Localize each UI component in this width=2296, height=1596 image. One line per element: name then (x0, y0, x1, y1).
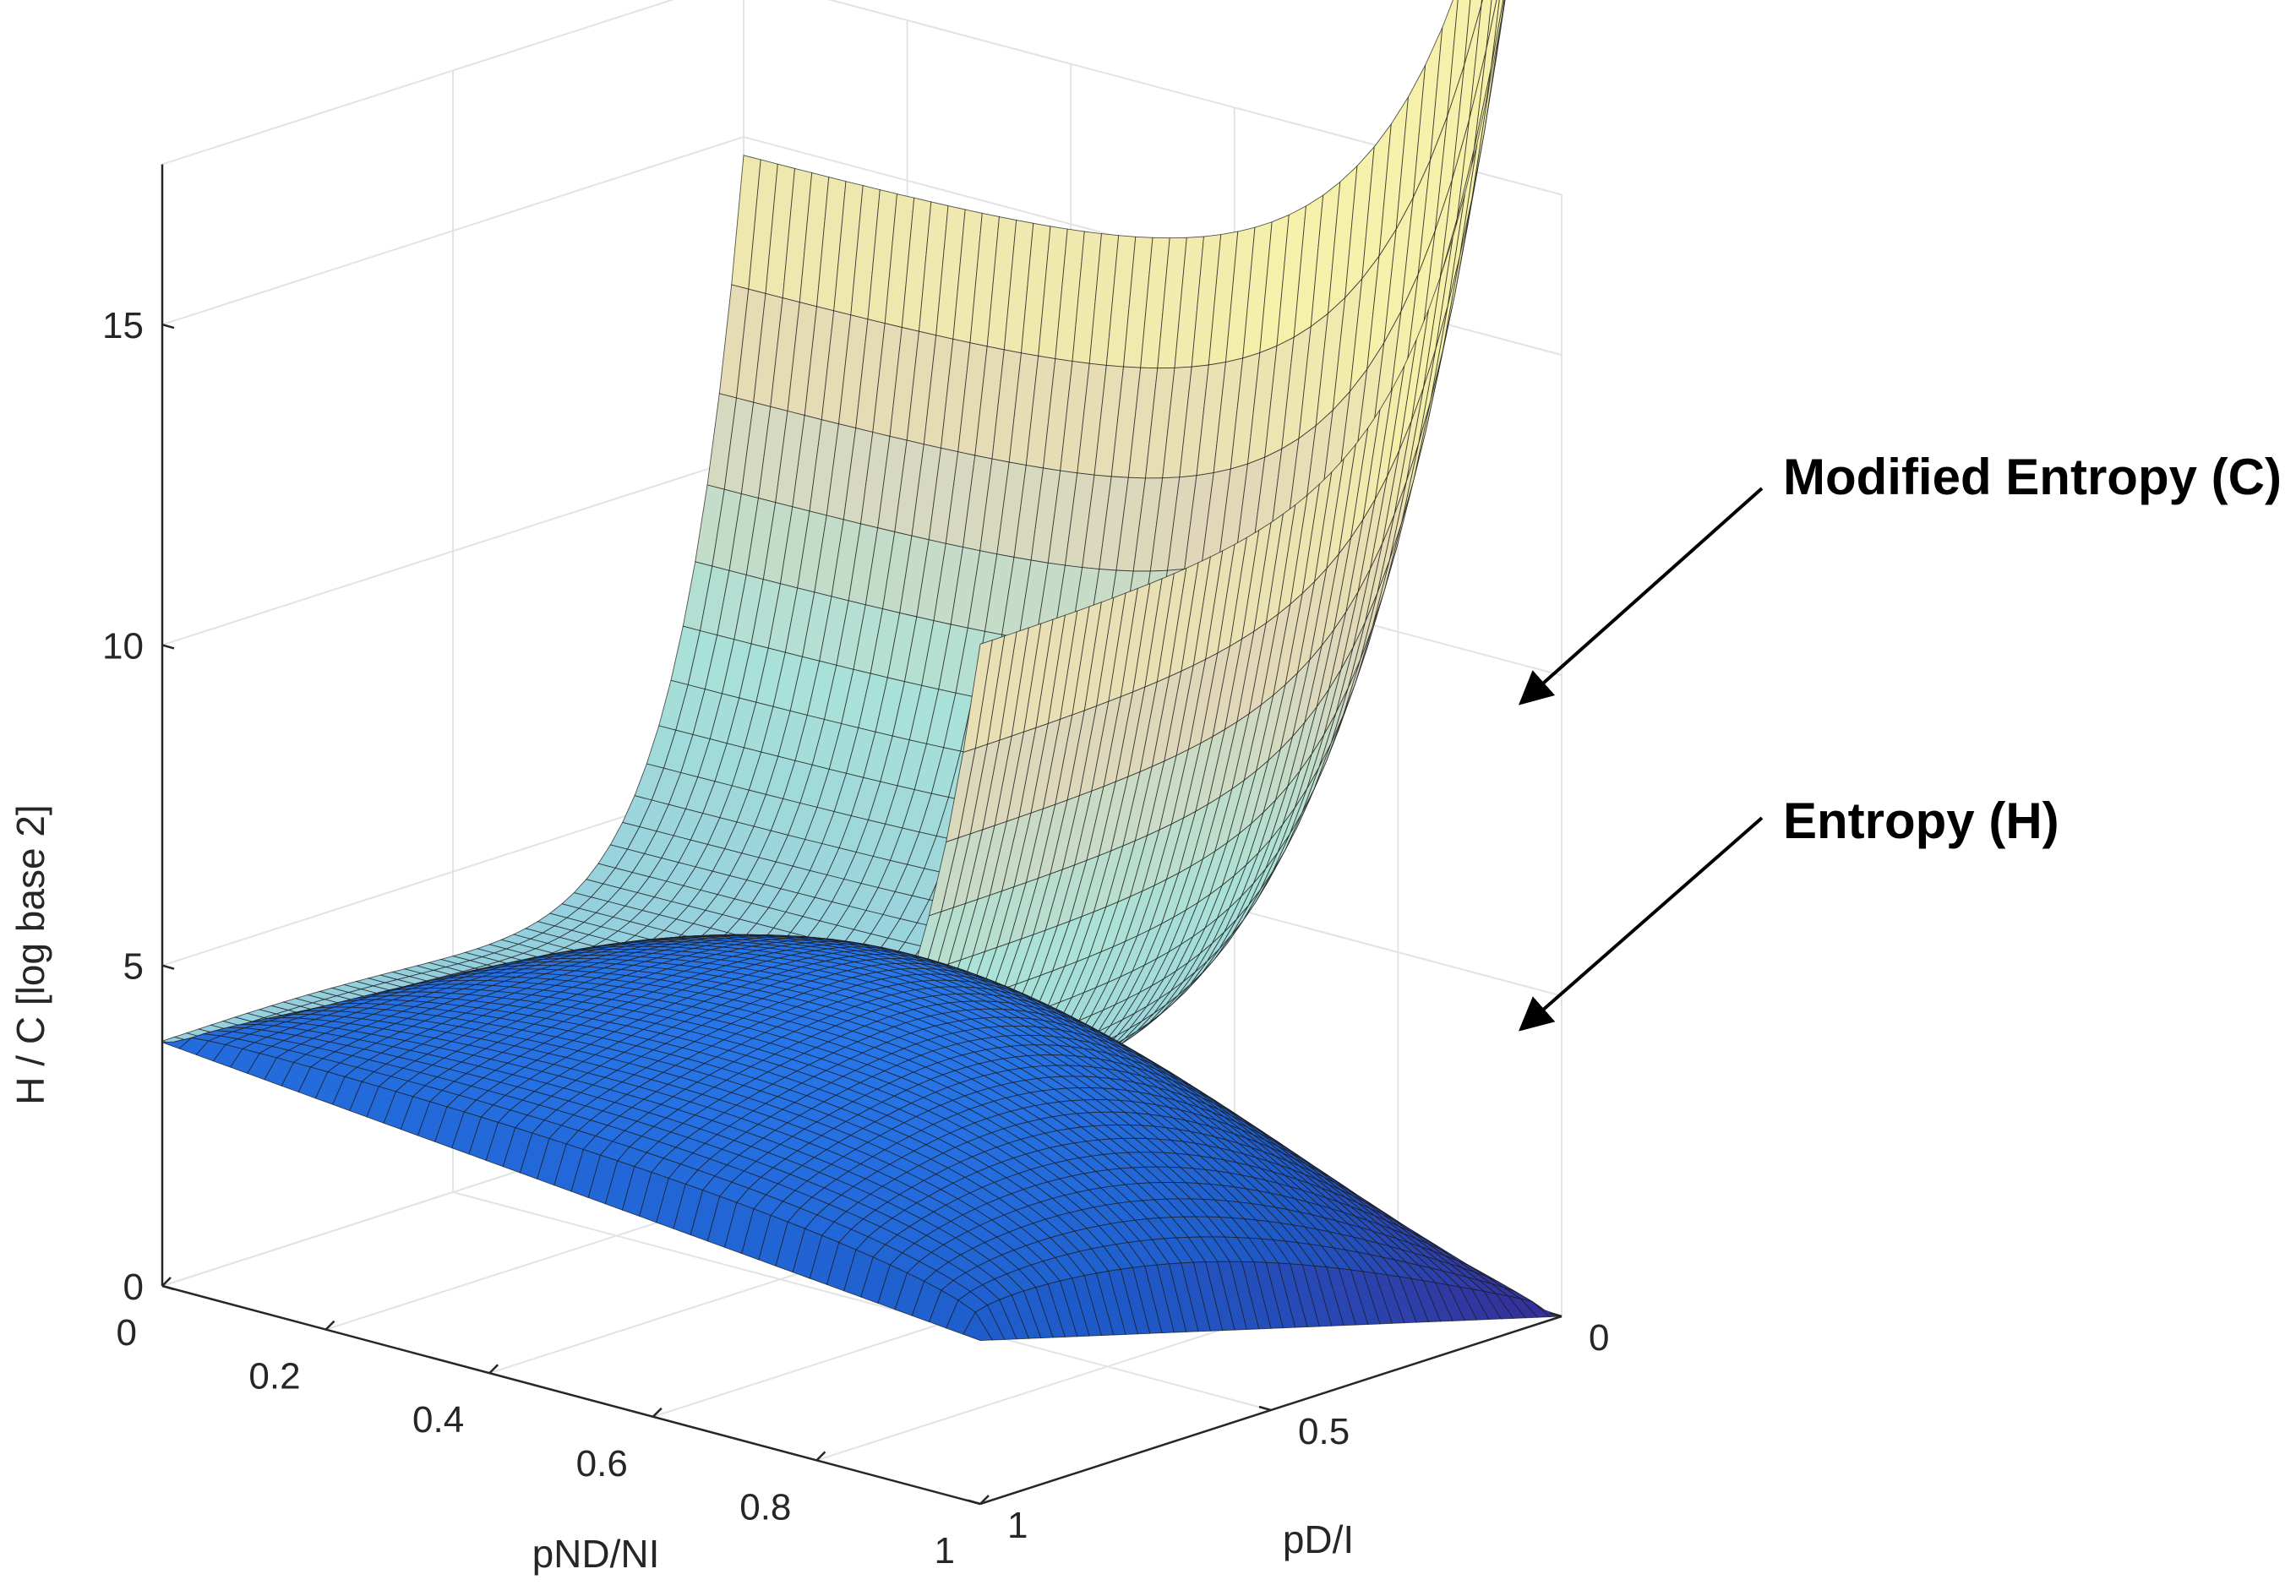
z-tick-label: 15 (102, 305, 144, 346)
grid-line (161, 136, 744, 326)
grid-line (161, 0, 674, 166)
x-tick-label: 0.2 (248, 1356, 300, 1397)
modified-entropy-patch (963, 640, 993, 754)
x-tick-label: 0.8 (739, 1486, 791, 1528)
x-tick-mark (488, 1364, 499, 1375)
x-tick-mark (161, 1277, 172, 1287)
x-tick-mark (652, 1407, 663, 1418)
z-tick-label: 10 (102, 625, 144, 667)
x-tick-mark (979, 1495, 990, 1505)
annotation-entropy: Entropy (H) (1783, 793, 2059, 849)
y-tick-mark (968, 1499, 981, 1506)
x-tick-label: 1 (935, 1530, 955, 1571)
y-axis-label: pD/I (1283, 1517, 1354, 1561)
x-axis-label: pND/NI (532, 1532, 660, 1576)
z-tick-label: 0 (123, 1266, 144, 1308)
z-tick-mark (161, 644, 175, 650)
grid-line (161, 456, 744, 646)
x-tick-mark (815, 1451, 826, 1462)
x-tick-mark (324, 1320, 335, 1331)
annotation-modified-entropy: Modified Entropy (C) (1783, 449, 2282, 505)
grid-line (452, 1191, 1272, 1411)
y-tick-mark (1258, 1405, 1272, 1412)
z-tick-mark (161, 964, 175, 970)
y-tick-label: 0.5 (1298, 1411, 1350, 1452)
z-axis-label: H / C [log base 2] (8, 804, 52, 1104)
x-tick-label: 0 (117, 1312, 137, 1354)
annotation-arrow-modified-entropy (1519, 487, 1764, 705)
x-tick-label: 0.4 (412, 1399, 464, 1441)
z-tick-label: 5 (123, 946, 144, 988)
z-tick-mark (161, 323, 175, 330)
x-axis-line (161, 1284, 981, 1506)
z-tick-mark (161, 1284, 175, 1291)
entropy-surface (161, 934, 1562, 1342)
y-tick-label: 1 (1007, 1505, 1028, 1546)
y-tick-label: 0 (1589, 1317, 1609, 1359)
x-tick-label: 0.6 (576, 1443, 628, 1484)
entropy-patch (963, 1311, 994, 1342)
annotation-arrow-entropy (1518, 816, 1764, 1032)
y-tick-mark (1549, 1311, 1562, 1318)
